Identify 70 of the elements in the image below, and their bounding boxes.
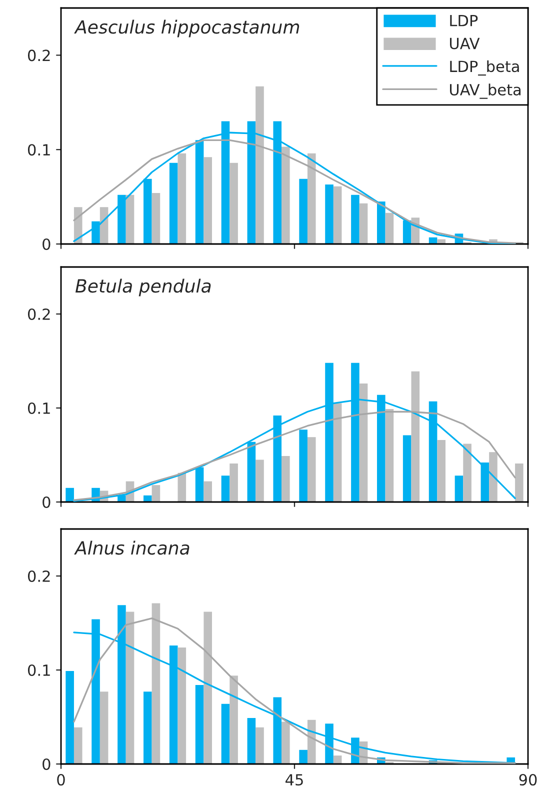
bar <box>126 194 134 244</box>
bar <box>230 463 238 502</box>
x-tick-label: 90 <box>519 774 537 786</box>
bar <box>437 440 446 502</box>
bar <box>256 86 264 244</box>
bar <box>256 727 264 764</box>
bar <box>282 722 290 764</box>
bar <box>333 403 342 502</box>
bar <box>307 437 316 502</box>
x-tick-label: 0 <box>57 774 65 786</box>
text: Alnus incana <box>74 540 190 555</box>
legend-label: LDP <box>450 15 478 26</box>
text: Aesculus hippocastanum <box>74 20 300 38</box>
bar <box>325 184 334 244</box>
y-tick-label: 0 <box>42 496 50 508</box>
bar <box>402 435 412 502</box>
bar <box>385 408 394 502</box>
bar <box>204 481 212 502</box>
bar <box>359 203 368 244</box>
bar <box>282 456 290 502</box>
bar <box>152 193 160 244</box>
bar <box>454 476 464 502</box>
bar <box>100 692 108 764</box>
bar <box>221 704 230 764</box>
bar <box>359 384 368 502</box>
bar <box>333 186 342 244</box>
bar <box>74 727 82 764</box>
bar <box>230 676 238 764</box>
bar <box>247 718 256 764</box>
bar <box>66 670 74 764</box>
bar <box>178 153 186 244</box>
bar <box>333 756 342 764</box>
bar <box>299 430 308 502</box>
bar <box>256 460 264 502</box>
bar <box>299 178 308 244</box>
y-tick-label: 0.1 <box>28 402 50 414</box>
legend-label: UAV_beta <box>450 84 520 99</box>
bar <box>351 194 360 244</box>
bar <box>221 476 230 502</box>
bar <box>204 157 212 244</box>
bar <box>144 495 152 502</box>
bar <box>230 162 238 244</box>
bar <box>126 612 134 764</box>
bar <box>204 612 212 764</box>
y-tick-label: 0.1 <box>28 664 50 676</box>
legend-label: UAV <box>450 38 480 50</box>
bar <box>282 146 290 244</box>
bar <box>169 162 178 244</box>
bar <box>385 212 394 244</box>
y-tick-label: 0.2 <box>28 570 50 582</box>
bar <box>307 153 316 244</box>
bar <box>195 685 204 764</box>
y-tick-label: 0.2 <box>28 308 50 320</box>
bar <box>299 750 308 764</box>
bar <box>411 371 420 502</box>
bar <box>152 603 160 764</box>
bar <box>152 485 160 502</box>
bar <box>144 692 152 764</box>
x-tick-label: 45 <box>286 774 303 786</box>
y-tick-label: 0 <box>42 758 50 770</box>
legend-label: LDP_beta <box>450 60 519 76</box>
y-tick-label: 0.1 <box>28 144 50 156</box>
y-tick-label: 0 <box>42 238 50 250</box>
bar <box>515 463 524 502</box>
text: Betula pendula <box>75 278 211 296</box>
bar <box>489 452 498 502</box>
bar <box>307 720 316 764</box>
bar <box>463 444 472 502</box>
bar <box>178 647 186 764</box>
y-tick-label: 0.2 <box>28 50 50 62</box>
